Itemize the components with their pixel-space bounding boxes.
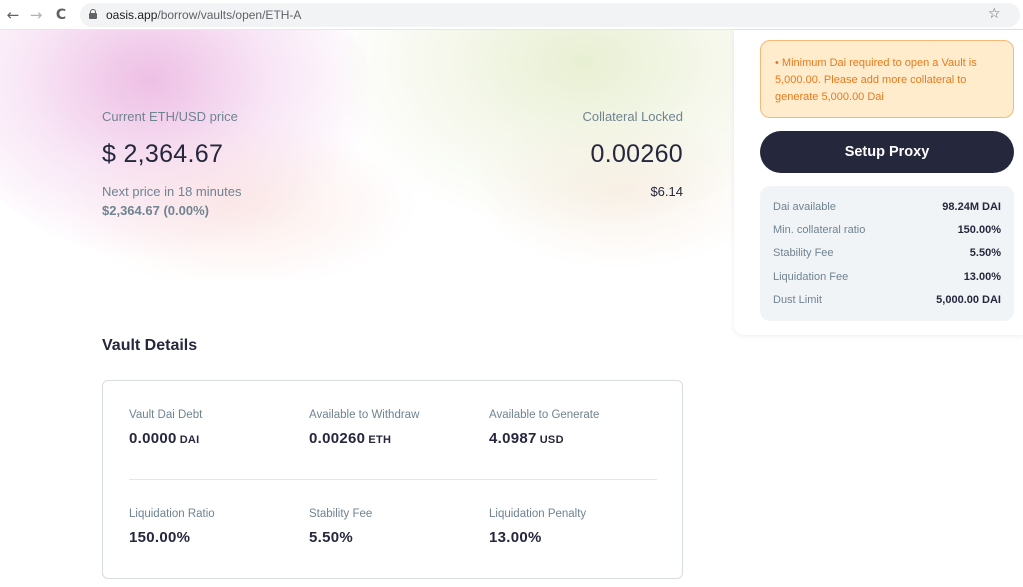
collateral-locked-label: Collateral Locked (582, 109, 683, 124)
available-to-withdraw-unit: ETH (368, 434, 392, 446)
collateral-locked-value: 0.00260 (590, 140, 683, 168)
vault-dai-debt-value: 0.0000 (129, 430, 177, 447)
eth-price-label: Current ETH/USD price (102, 109, 238, 124)
info-row-liquidation-fee: Liquidation Fee 13.00% (773, 267, 1001, 290)
info-label: Min. collateral ratio (773, 224, 866, 237)
vault-dai-debt-label: Vault Dai Debt (129, 409, 203, 421)
info-value: 13.00% (963, 270, 1001, 283)
info-row-dust-limit: Dust Limit 5,000.00 DAI (773, 290, 1001, 313)
vault-divider (129, 479, 657, 480)
liquidation-ratio-value: 150.00% (129, 529, 191, 546)
vault-info-box: Dai available 98.24M DAI Min. collateral… (760, 186, 1014, 321)
forward-arrow-icon[interactable]: → (29, 6, 43, 24)
info-value: 5,000.00 DAI (936, 293, 1001, 306)
liquidation-penalty-value: 13.00% (489, 529, 542, 546)
info-value: 5.50% (969, 247, 1001, 260)
vault-details-card: Vault Dai Debt 0.0000 DAI Available to Wi… (102, 380, 683, 579)
hero-gradient-background (0, 30, 740, 280)
info-row-min-collateral-ratio: Min. collateral ratio 150.00% (773, 220, 1001, 243)
vault-dai-debt-unit: DAI (179, 434, 200, 446)
address-bar[interactable]: oasis.app/borrow/vaults/open/ETH-A ☆ (80, 3, 1020, 27)
url-text: oasis.app/borrow/vaults/open/ETH-A (106, 8, 301, 22)
browser-toolbar: ← → C oasis.app/borrow/vaults/open/ETH-A… (0, 0, 1023, 30)
url-path: /borrow/vaults/open/ETH-A (157, 8, 302, 22)
stability-fee-value: 5.50% (309, 529, 354, 546)
info-label: Stability Fee (773, 247, 834, 260)
url-host: oasis.app (106, 8, 158, 22)
stability-fee-label: Stability Fee (309, 508, 373, 520)
eth-price-value: $ 2,364.67 (102, 140, 224, 168)
vault-dai-debt: Vault Dai Debt 0.0000 DAI (129, 409, 202, 447)
liquidation-ratio: Liquidation Ratio 150.00% (129, 508, 215, 546)
minimum-dai-warning: • Minimum Dai required to open a Vault i… (760, 40, 1014, 118)
lock-icon (89, 9, 97, 19)
available-to-withdraw: Available to Withdraw 0.00260 ETH (309, 409, 419, 447)
available-to-generate: Available to Generate 4.0987 USD (489, 409, 599, 447)
info-value: 98.24M DAI (942, 201, 1001, 213)
liquidation-penalty-label: Liquidation Penalty (489, 508, 587, 520)
info-label: Dai available (773, 201, 836, 213)
info-label: Liquidation Fee (773, 270, 849, 283)
available-to-withdraw-value: 0.00260 (309, 430, 366, 447)
available-to-generate-label: Available to Generate (489, 409, 600, 421)
back-arrow-icon[interactable]: ← (6, 6, 20, 24)
info-row-dai-available: Dai available 98.24M DAI (773, 197, 1001, 220)
reload-icon[interactable]: C (55, 7, 67, 23)
next-price-value: $2,364.67 (0.00%) (102, 203, 209, 218)
available-to-withdraw-label: Available to Withdraw (309, 409, 420, 421)
info-value: 150.00% (957, 224, 1001, 237)
stability-fee: Stability Fee 5.50% (309, 508, 372, 546)
info-row-stability-fee: Stability Fee 5.50% (773, 243, 1001, 266)
available-to-generate-value: 4.0987 (489, 430, 537, 447)
setup-proxy-button[interactable]: Setup Proxy (760, 131, 1014, 173)
info-label: Dust Limit (773, 293, 822, 306)
next-price-label: Next price in 18 minutes (102, 184, 242, 199)
vault-details-title: Vault Details (102, 337, 198, 354)
collateral-locked-usd: $6.14 (650, 184, 683, 199)
liquidation-penalty: Liquidation Penalty 13.00% (489, 508, 586, 546)
available-to-generate-unit: USD (539, 434, 564, 446)
liquidation-ratio-label: Liquidation Ratio (129, 508, 215, 520)
bookmark-star-icon[interactable]: ☆ (988, 6, 1001, 22)
